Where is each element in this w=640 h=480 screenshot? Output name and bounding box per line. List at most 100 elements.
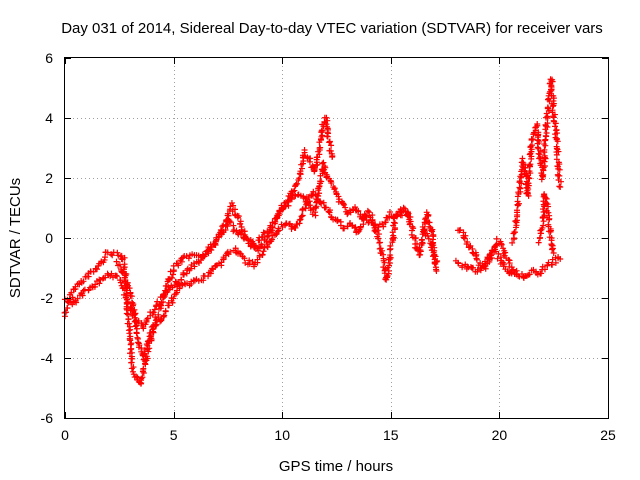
data-point — [542, 155, 549, 162]
data-point — [538, 176, 545, 183]
data-point — [160, 313, 167, 320]
data-point — [326, 138, 333, 145]
data-point — [259, 251, 266, 258]
data-point — [407, 214, 414, 220]
data-point — [386, 208, 393, 215]
data-point — [265, 229, 272, 236]
data-point — [172, 291, 179, 298]
data-point — [168, 274, 175, 281]
data-point — [275, 227, 282, 234]
data-point — [209, 265, 216, 272]
data-point — [487, 251, 494, 258]
data-point — [135, 339, 142, 346]
data-point — [375, 235, 382, 242]
data-point — [418, 236, 425, 243]
data-point — [138, 377, 145, 384]
data-point — [279, 204, 286, 211]
data-point — [340, 200, 347, 207]
data-point — [527, 161, 534, 168]
data-point — [552, 259, 559, 266]
data-point — [546, 216, 553, 223]
data-point — [155, 311, 162, 318]
data-point — [260, 229, 267, 236]
data-point — [121, 274, 128, 281]
data-point — [516, 184, 523, 191]
data-point — [292, 224, 299, 231]
data-point — [532, 124, 539, 131]
data-point — [495, 250, 502, 257]
chart-title: Day 031 of 2014, Sidereal Day-to-day VTE… — [61, 20, 603, 37]
data-point — [550, 250, 557, 256]
data-point — [545, 259, 552, 266]
data-point — [133, 329, 140, 336]
data-point — [247, 243, 254, 250]
data-point — [511, 229, 518, 236]
data-point — [213, 234, 220, 241]
data-point — [171, 282, 178, 289]
data-point — [131, 312, 138, 319]
data-point — [178, 276, 185, 283]
data-point — [344, 211, 351, 218]
data-point — [119, 256, 126, 263]
data-point — [127, 326, 134, 333]
data-point — [128, 365, 135, 372]
data-point — [326, 209, 333, 216]
data-point — [298, 213, 305, 220]
data-point — [549, 78, 556, 85]
data-point — [514, 207, 521, 214]
data-point — [370, 221, 377, 228]
data-point — [386, 262, 393, 269]
data-point — [267, 224, 274, 231]
data-point — [160, 294, 167, 301]
data-point — [543, 199, 550, 206]
data-point — [425, 235, 432, 242]
data-point — [549, 261, 556, 268]
data-point — [535, 239, 542, 246]
data-point — [390, 214, 397, 221]
data-point — [217, 227, 224, 234]
data-point — [201, 253, 208, 260]
data-point — [328, 142, 335, 149]
data-point — [165, 276, 172, 283]
data-point — [79, 290, 86, 297]
data-point — [319, 127, 326, 134]
data-point — [549, 107, 556, 114]
data-point — [385, 267, 392, 274]
y-tick-label: -4 — [41, 350, 54, 366]
data-point — [355, 207, 362, 214]
data-point — [424, 232, 431, 239]
data-point — [379, 220, 386, 227]
data-point — [365, 219, 372, 226]
data-point — [149, 328, 156, 335]
data-point — [329, 154, 336, 160]
data-point — [525, 180, 532, 187]
data-point — [526, 271, 533, 278]
data-point — [459, 264, 466, 271]
data-point — [421, 226, 428, 233]
data-point — [268, 236, 275, 243]
data-point — [114, 249, 121, 256]
data-point — [514, 198, 521, 205]
data-point — [365, 218, 372, 225]
data-point — [237, 218, 244, 225]
data-point — [230, 222, 237, 229]
data-point — [228, 199, 235, 206]
data-point — [539, 206, 546, 213]
data-point — [549, 246, 556, 253]
data-point — [116, 261, 123, 268]
data-point — [231, 206, 238, 213]
data-point — [398, 208, 405, 215]
data-point — [117, 279, 124, 286]
data-point — [351, 224, 358, 231]
data-point — [126, 330, 133, 337]
data-point — [542, 114, 549, 121]
data-point — [312, 204, 319, 211]
data-point — [374, 227, 381, 234]
data-point — [227, 203, 234, 210]
data-point — [364, 207, 371, 214]
data-point — [369, 217, 376, 224]
data-point — [72, 286, 79, 293]
data-point — [134, 334, 141, 341]
data-point — [498, 240, 505, 247]
data-point — [230, 202, 237, 209]
